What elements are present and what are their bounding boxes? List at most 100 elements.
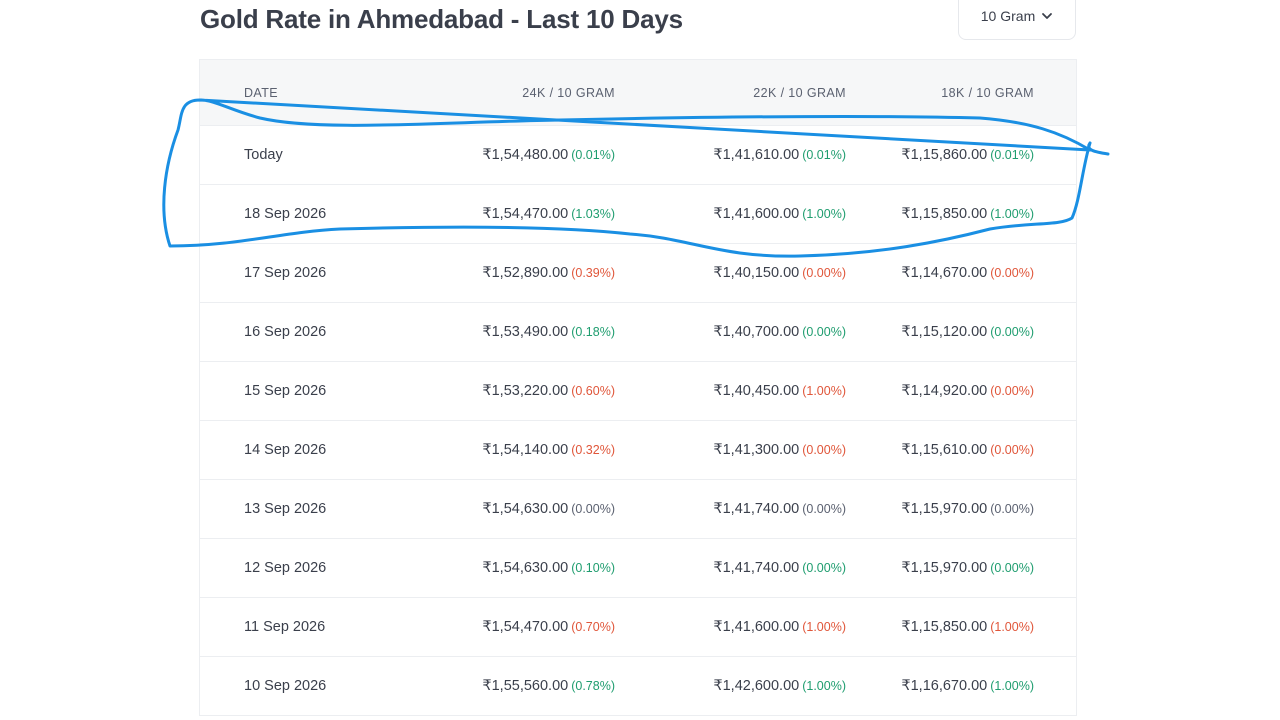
- price-22k-change: (0.00%): [802, 443, 846, 457]
- price-18k-cell: ₹1,15,850.00 (1.00%): [846, 206, 1034, 222]
- price-18k-change: (0.00%): [990, 325, 1034, 339]
- price-18k-change: (1.00%): [990, 207, 1034, 221]
- price-22k-cell: ₹1,41,740.00 (0.00%): [615, 501, 846, 517]
- table-row: 17 Sep 2026 ₹1,52,890.00 (0.39%) ₹1,40,150.…: [200, 244, 1076, 303]
- table-body: Today ₹1,54,480.00 (0.01%) ₹1,41,610.00 (0.0…: [200, 126, 1076, 716]
- price-24k-value: ₹1,54,630.00: [482, 501, 569, 517]
- price-18k-value: ₹1,14,920.00: [901, 383, 988, 399]
- table-row: 10 Sep 2026 ₹1,55,560.00 (0.78%) ₹1,42,600.…: [200, 657, 1076, 716]
- price-18k-cell: ₹1,16,670.00 (1.00%): [846, 678, 1034, 694]
- price-24k-change: (1.03%): [571, 207, 615, 221]
- price-24k-cell: ₹1,53,490.00 (0.18%): [445, 324, 615, 340]
- price-22k-change: (1.00%): [802, 207, 846, 221]
- price-24k-cell: ₹1,54,480.00 (0.01%): [445, 147, 615, 163]
- row-date: 18 Sep 2026: [244, 206, 327, 222]
- price-22k-change: (0.00%): [802, 266, 846, 280]
- price-22k-value: ₹1,40,450.00: [713, 383, 800, 399]
- price-22k-cell: ₹1,42,600.00 (1.00%): [615, 678, 846, 694]
- price-24k-value: ₹1,55,560.00: [482, 678, 569, 694]
- price-18k-change: (0.00%): [990, 561, 1034, 575]
- price-18k-cell: ₹1,15,120.00 (0.00%): [846, 324, 1034, 340]
- price-18k-cell: ₹1,14,920.00 (0.00%): [846, 383, 1034, 399]
- price-22k-cell: ₹1,41,300.00 (0.00%): [615, 442, 846, 458]
- price-18k-change: (0.00%): [990, 443, 1034, 457]
- price-22k-cell: ₹1,40,450.00 (1.00%): [615, 383, 846, 399]
- price-18k-cell: ₹1,15,970.00 (0.00%): [846, 501, 1034, 517]
- row-date: 14 Sep 2026: [244, 442, 327, 458]
- table-row: 14 Sep 2026 ₹1,54,140.00 (0.32%) ₹1,41,300.…: [200, 421, 1076, 480]
- price-24k-change: (0.18%): [571, 325, 615, 339]
- price-18k-change: (0.00%): [990, 266, 1034, 280]
- price-22k-value: ₹1,40,700.00: [713, 324, 800, 340]
- price-24k-cell: ₹1,52,890.00 (0.39%): [445, 265, 615, 281]
- price-24k-value: ₹1,54,470.00: [482, 619, 569, 635]
- price-24k-change: (0.60%): [571, 384, 615, 398]
- price-18k-cell: ₹1,15,860.00 (0.01%): [846, 147, 1034, 163]
- price-22k-change: (1.00%): [802, 620, 846, 634]
- price-18k-cell: ₹1,15,610.00 (0.00%): [846, 442, 1034, 458]
- price-24k-value: ₹1,53,220.00: [482, 383, 569, 399]
- price-24k-cell: ₹1,54,470.00 (0.70%): [445, 619, 615, 635]
- price-22k-cell: ₹1,41,610.00 (0.01%): [615, 147, 846, 163]
- price-24k-change: (0.10%): [571, 561, 615, 575]
- price-18k-change: (0.00%): [990, 384, 1034, 398]
- price-24k-value: ₹1,54,630.00: [482, 560, 569, 576]
- price-22k-cell: ₹1,41,600.00 (1.00%): [615, 206, 846, 222]
- price-18k-value: ₹1,15,970.00: [901, 501, 988, 517]
- price-24k-change: (0.39%): [571, 266, 615, 280]
- price-24k-value: ₹1,54,140.00: [482, 442, 569, 458]
- table-row: 16 Sep 2026 ₹1,53,490.00 (0.18%) ₹1,40,700.…: [200, 303, 1076, 362]
- header-24k: 24K / 10 GRAM: [522, 85, 615, 100]
- price-22k-value: ₹1,41,300.00: [713, 442, 800, 458]
- price-22k-cell: ₹1,40,150.00 (0.00%): [615, 265, 846, 281]
- row-date: 12 Sep 2026: [244, 560, 327, 576]
- price-18k-value: ₹1,15,970.00: [901, 560, 988, 576]
- price-24k-value: ₹1,52,890.00: [482, 265, 569, 281]
- price-22k-value: ₹1,41,610.00: [713, 147, 800, 163]
- table-row: 11 Sep 2026 ₹1,54,470.00 (0.70%) ₹1,41,600.…: [200, 598, 1076, 657]
- price-18k-value: ₹1,15,860.00: [901, 147, 988, 163]
- price-24k-value: ₹1,54,480.00: [482, 147, 569, 163]
- price-22k-cell: ₹1,41,740.00 (0.00%): [615, 560, 846, 576]
- table-row: 18 Sep 2026 ₹1,54,470.00 (1.03%) ₹1,41,600.…: [200, 185, 1076, 244]
- header-date: DATE: [244, 85, 279, 100]
- table-header-row: DATE 24K / 10 GRAM 22K / 10 GRAM 18K / 1…: [200, 60, 1076, 126]
- price-24k-change: (0.32%): [571, 443, 615, 457]
- price-24k-change: (0.00%): [571, 502, 615, 516]
- table-row: 13 Sep 2026 ₹1,54,630.00 (0.00%) ₹1,41,740.…: [200, 480, 1076, 539]
- price-24k-cell: ₹1,54,630.00 (0.10%): [445, 560, 615, 576]
- price-24k-cell: ₹1,54,630.00 (0.00%): [445, 501, 615, 517]
- price-22k-change: (0.00%): [802, 325, 846, 339]
- price-24k-cell: ₹1,55,560.00 (0.78%): [445, 678, 615, 694]
- unit-dropdown[interactable]: 10 Gram: [958, 0, 1076, 40]
- price-22k-cell: ₹1,40,700.00 (0.00%): [615, 324, 846, 340]
- price-24k-cell: ₹1,54,140.00 (0.32%): [445, 442, 615, 458]
- price-18k-value: ₹1,15,850.00: [901, 619, 988, 635]
- price-24k-value: ₹1,54,470.00: [482, 206, 569, 222]
- price-18k-cell: ₹1,15,850.00 (1.00%): [846, 619, 1034, 635]
- price-24k-cell: ₹1,53,220.00 (0.60%): [445, 383, 615, 399]
- row-date: 11 Sep 2026: [244, 619, 326, 635]
- price-22k-cell: ₹1,41,600.00 (1.00%): [615, 619, 846, 635]
- header-18k: 18K / 10 GRAM: [941, 85, 1034, 100]
- price-18k-cell: ₹1,14,670.00 (0.00%): [846, 265, 1034, 281]
- price-22k-value: ₹1,41,740.00: [713, 560, 800, 576]
- header-22k: 22K / 10 GRAM: [753, 85, 846, 100]
- price-18k-value: ₹1,14,670.00: [901, 265, 988, 281]
- price-24k-cell: ₹1,54,470.00 (1.03%): [445, 206, 615, 222]
- row-date: 17 Sep 2026: [244, 265, 327, 281]
- page-title: Gold Rate in Ahmedabad - Last 10 Days: [200, 4, 683, 34]
- row-date: 16 Sep 2026: [244, 324, 327, 340]
- price-18k-change: (1.00%): [990, 620, 1034, 634]
- price-22k-value: ₹1,41,600.00: [713, 619, 800, 635]
- unit-dropdown-value: 10 Gram: [980, 8, 1036, 24]
- price-18k-value: ₹1,16,670.00: [901, 678, 988, 694]
- price-22k-value: ₹1,41,600.00: [713, 206, 800, 222]
- price-18k-change: (0.00%): [990, 502, 1034, 516]
- table-row: 12 Sep 2026 ₹1,54,630.00 (0.10%) ₹1,41,740.…: [200, 539, 1076, 598]
- price-24k-change: (0.70%): [571, 620, 615, 634]
- price-22k-value: ₹1,40,150.00: [713, 265, 800, 281]
- gold-rate-table: DATE 24K / 10 GRAM 22K / 10 GRAM 18K / 1…: [199, 59, 1077, 716]
- price-24k-change: (0.01%): [571, 148, 615, 162]
